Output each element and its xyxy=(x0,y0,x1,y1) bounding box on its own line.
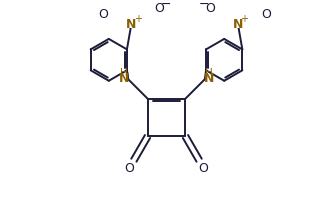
Text: N: N xyxy=(126,18,137,31)
Text: −: − xyxy=(198,0,209,11)
Text: H: H xyxy=(120,68,128,78)
Text: O: O xyxy=(199,162,208,174)
Text: O: O xyxy=(154,2,164,15)
Text: N: N xyxy=(119,72,130,85)
Text: N: N xyxy=(203,72,214,85)
Text: O: O xyxy=(98,8,108,21)
Text: +: + xyxy=(240,14,248,24)
Text: O: O xyxy=(261,8,271,21)
Text: H: H xyxy=(205,68,213,78)
Text: −: − xyxy=(161,0,171,11)
Text: +: + xyxy=(134,14,142,24)
Text: O: O xyxy=(205,2,215,15)
Text: N: N xyxy=(233,18,243,31)
Text: O: O xyxy=(125,162,134,174)
